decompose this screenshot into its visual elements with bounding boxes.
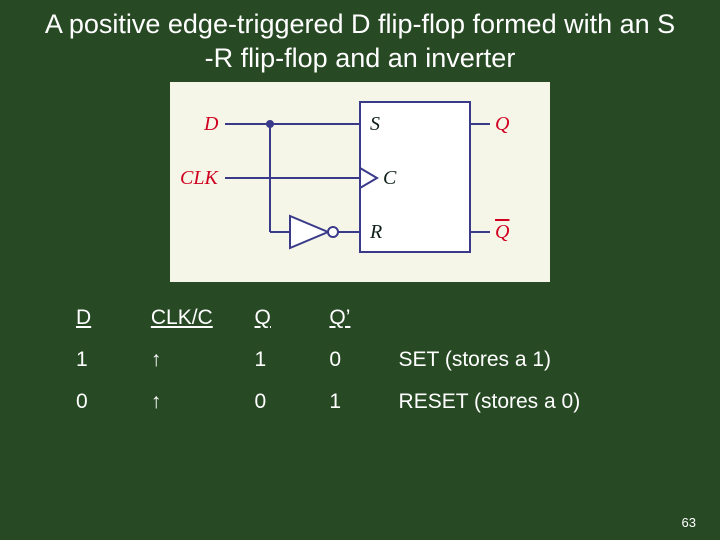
col-q: Q [251, 298, 326, 340]
cell-qp: 0 [325, 340, 394, 382]
slide: A positive edge-triggered D flip-flop fo… [0, 0, 720, 540]
cell-d: 1 [72, 340, 147, 382]
label-d: D [203, 113, 219, 135]
truth-table: D CLK/C Q Q’ 1 ↑ 1 0 SET (stores a 1) 0 [72, 298, 648, 424]
cell-clk: ↑ [147, 382, 251, 424]
slide-title: A positive edge-triggered D flip-flop fo… [0, 0, 720, 76]
page-number: 63 [682, 515, 696, 530]
col-qp: Q’ [325, 298, 394, 340]
cell-q: 0 [251, 382, 326, 424]
cell-qp: 1 [325, 382, 394, 424]
table-row: 1 ↑ 1 0 SET (stores a 1) [72, 340, 648, 382]
circuit-svg: S C R Q Q D CLK [170, 82, 550, 282]
cell-q: 1 [251, 340, 326, 382]
label-clk: CLK [180, 167, 219, 189]
inverter-bubble-icon [328, 227, 338, 237]
col-d: D [72, 298, 147, 340]
truth-table-element: D CLK/C Q Q’ 1 ↑ 1 0 SET (stores a 1) 0 [72, 298, 648, 424]
cell-desc: RESET (stores a 0) [395, 382, 648, 424]
cell-desc: SET (stores a 1) [395, 340, 648, 382]
title-line-1: A positive edge-triggered D flip-flop fo… [45, 9, 675, 39]
cell-clk: ↑ [147, 340, 251, 382]
cell-d: 0 [72, 382, 147, 424]
table-header-row: D CLK/C Q Q’ [72, 298, 648, 340]
circuit-diagram: S C R Q Q D CLK [0, 82, 720, 282]
label-c: C [383, 167, 397, 189]
label-s: S [370, 113, 380, 135]
label-r: R [369, 221, 382, 243]
col-desc [395, 298, 648, 340]
label-q: Q [495, 113, 510, 135]
table-row: 0 ↑ 0 1 RESET (stores a 0) [72, 382, 648, 424]
col-clk: CLK/C [147, 298, 251, 340]
title-line-2: -R flip-flop and an inverter [205, 43, 516, 73]
label-qbar: Q [495, 221, 510, 243]
